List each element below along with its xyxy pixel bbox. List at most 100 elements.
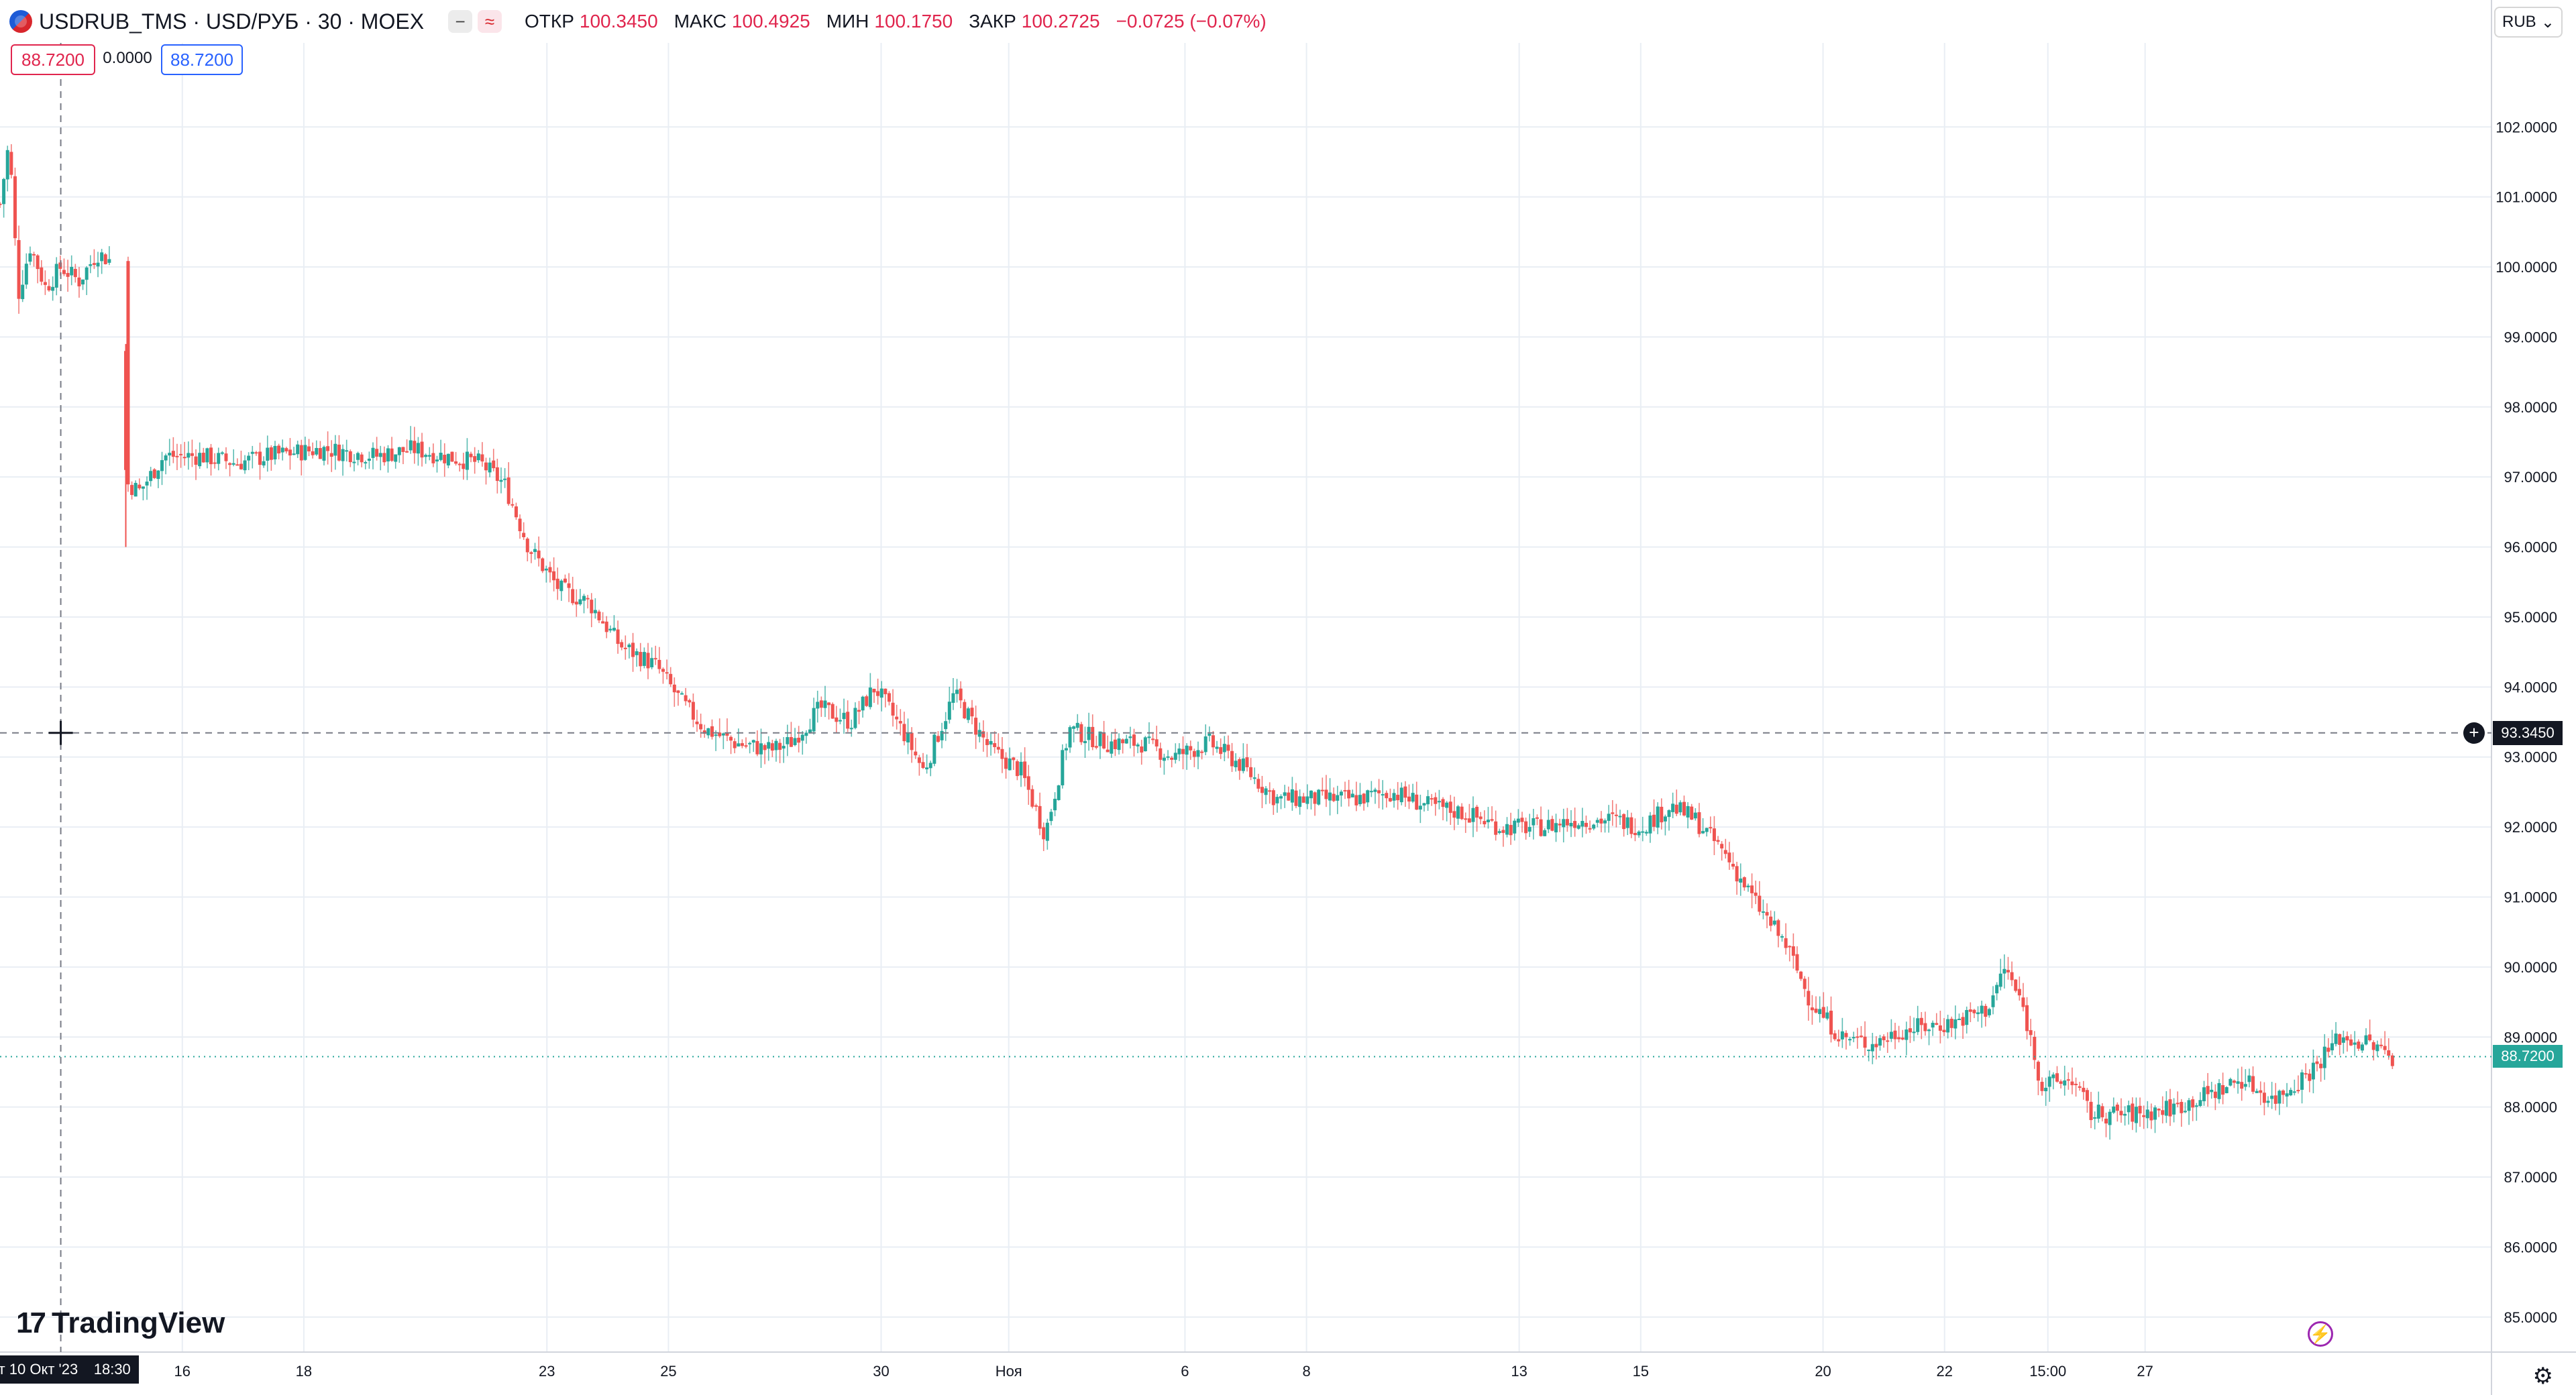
crosshair-date-label: вт 10 Окт '23 18:30 [0, 1355, 139, 1384]
candle-body [699, 724, 703, 730]
approx-icon[interactable]: ≈ [478, 10, 502, 33]
symbol-header: USDRUB_TMS · USD/РУБ · 30 · MOEX − ≈ ОТК… [0, 0, 1277, 43]
candle-body [1667, 810, 1671, 818]
candle-body [695, 721, 699, 724]
candle-body [24, 264, 28, 285]
candle-body [1618, 816, 1622, 818]
candle-body [47, 286, 51, 290]
candle-body [1754, 892, 1758, 896]
candle-body [2341, 1037, 2345, 1043]
candle-body [597, 611, 601, 620]
time-tick-label: 6 [1181, 1363, 1189, 1380]
candle-body [1219, 747, 1223, 755]
minus-icon[interactable]: − [448, 10, 473, 33]
candle-body [1415, 794, 1419, 810]
candle-body [1720, 844, 1724, 849]
time-tick-label: 22 [1936, 1363, 1952, 1380]
price-tick-label: 101.0000 [2496, 189, 2557, 206]
candle-body [2251, 1076, 2255, 1092]
price-tick-label: 94.0000 [2504, 679, 2557, 695]
candle-body [138, 484, 142, 489]
candle-body [1942, 1029, 1946, 1032]
price-tick-label: 86.0000 [2504, 1239, 2557, 1256]
time-tick-label: 16 [174, 1363, 191, 1380]
candle-body [688, 700, 692, 703]
candle-body [1192, 750, 1196, 757]
price-tick-label: 85.0000 [2504, 1309, 2557, 1326]
candle-body [1580, 821, 1585, 827]
symbol-title[interactable]: USDRUB_TMS · USD/РУБ · 30 · MOEX [39, 9, 425, 34]
add-alert-plus-icon[interactable]: + [2463, 722, 2485, 744]
candle-body [1015, 761, 1019, 777]
candle-body [1772, 920, 1776, 925]
candle-body [145, 482, 149, 486]
candle-body [77, 277, 81, 286]
candle-body [1030, 789, 1034, 807]
candle-body [149, 471, 153, 482]
chevron-down-icon: ⌄ [2540, 13, 2555, 32]
candle-body [1953, 1019, 1957, 1029]
candle-body [1434, 797, 1438, 804]
sell-price-button[interactable]: 88.7200 [11, 44, 95, 75]
lightning-icon[interactable]: ⚡ [2308, 1321, 2333, 1347]
candle-body [620, 642, 624, 648]
candle-body [1995, 985, 1999, 994]
candle-body [800, 734, 804, 741]
candle-body [793, 738, 797, 745]
candle-body [959, 688, 963, 701]
candle-body [1399, 787, 1403, 803]
currency-select[interactable]: RUB ⌄ [2494, 7, 2563, 38]
candle-body [186, 453, 191, 458]
candle-body [28, 253, 32, 262]
candle-body [141, 486, 145, 489]
candle-body [898, 721, 902, 724]
last-price-label: 88.7200 [2493, 1045, 2563, 1068]
candle-body [714, 734, 718, 736]
candle-body [1900, 1038, 1904, 1040]
candle-body [194, 456, 198, 465]
candle-body [842, 712, 846, 720]
candle-body [397, 447, 401, 455]
candle-body [639, 652, 643, 667]
candle-body [107, 259, 111, 263]
tradingview-logo[interactable]: 17 TradingView [16, 1306, 225, 1340]
buy-price-button[interactable]: 88.7200 [161, 44, 243, 75]
candle-body [857, 710, 861, 712]
gear-icon[interactable]: ⚙ [2532, 1363, 2553, 1389]
chart-type-chips: − ≈ [448, 10, 502, 33]
candle-body [2326, 1048, 2330, 1052]
high-label: МАКС [674, 11, 727, 32]
candle-body [51, 286, 55, 291]
candle-body [2194, 1105, 2198, 1107]
candle-body [1490, 819, 1494, 821]
candle-body [951, 693, 955, 703]
candle-body [1403, 786, 1407, 798]
candle-body [1339, 791, 1343, 796]
candle-body [292, 453, 296, 455]
candle-body [883, 688, 888, 695]
candle-body [541, 558, 545, 571]
candle-body [676, 690, 680, 693]
candle-body [81, 279, 85, 285]
candle-body [329, 453, 333, 457]
candle-body [2051, 1074, 2055, 1078]
candle-body [786, 737, 790, 744]
candle-body [2145, 1109, 2149, 1119]
candle-body [100, 252, 104, 262]
candle-body [2330, 1043, 2334, 1051]
candle-body [1008, 758, 1012, 771]
candle-body [2289, 1090, 2293, 1096]
candle-body [2078, 1086, 2082, 1088]
candle-body [435, 459, 439, 462]
candle-body [770, 743, 774, 751]
candle-body [492, 460, 496, 469]
candle-body [1882, 1036, 1886, 1040]
candle-body [2119, 1111, 2123, 1115]
candle-body [322, 447, 326, 461]
candle-body [318, 448, 322, 459]
candle-body [2006, 970, 2010, 972]
candle-body [552, 571, 556, 581]
candle-body [684, 695, 688, 702]
candle-body [1795, 954, 1799, 971]
